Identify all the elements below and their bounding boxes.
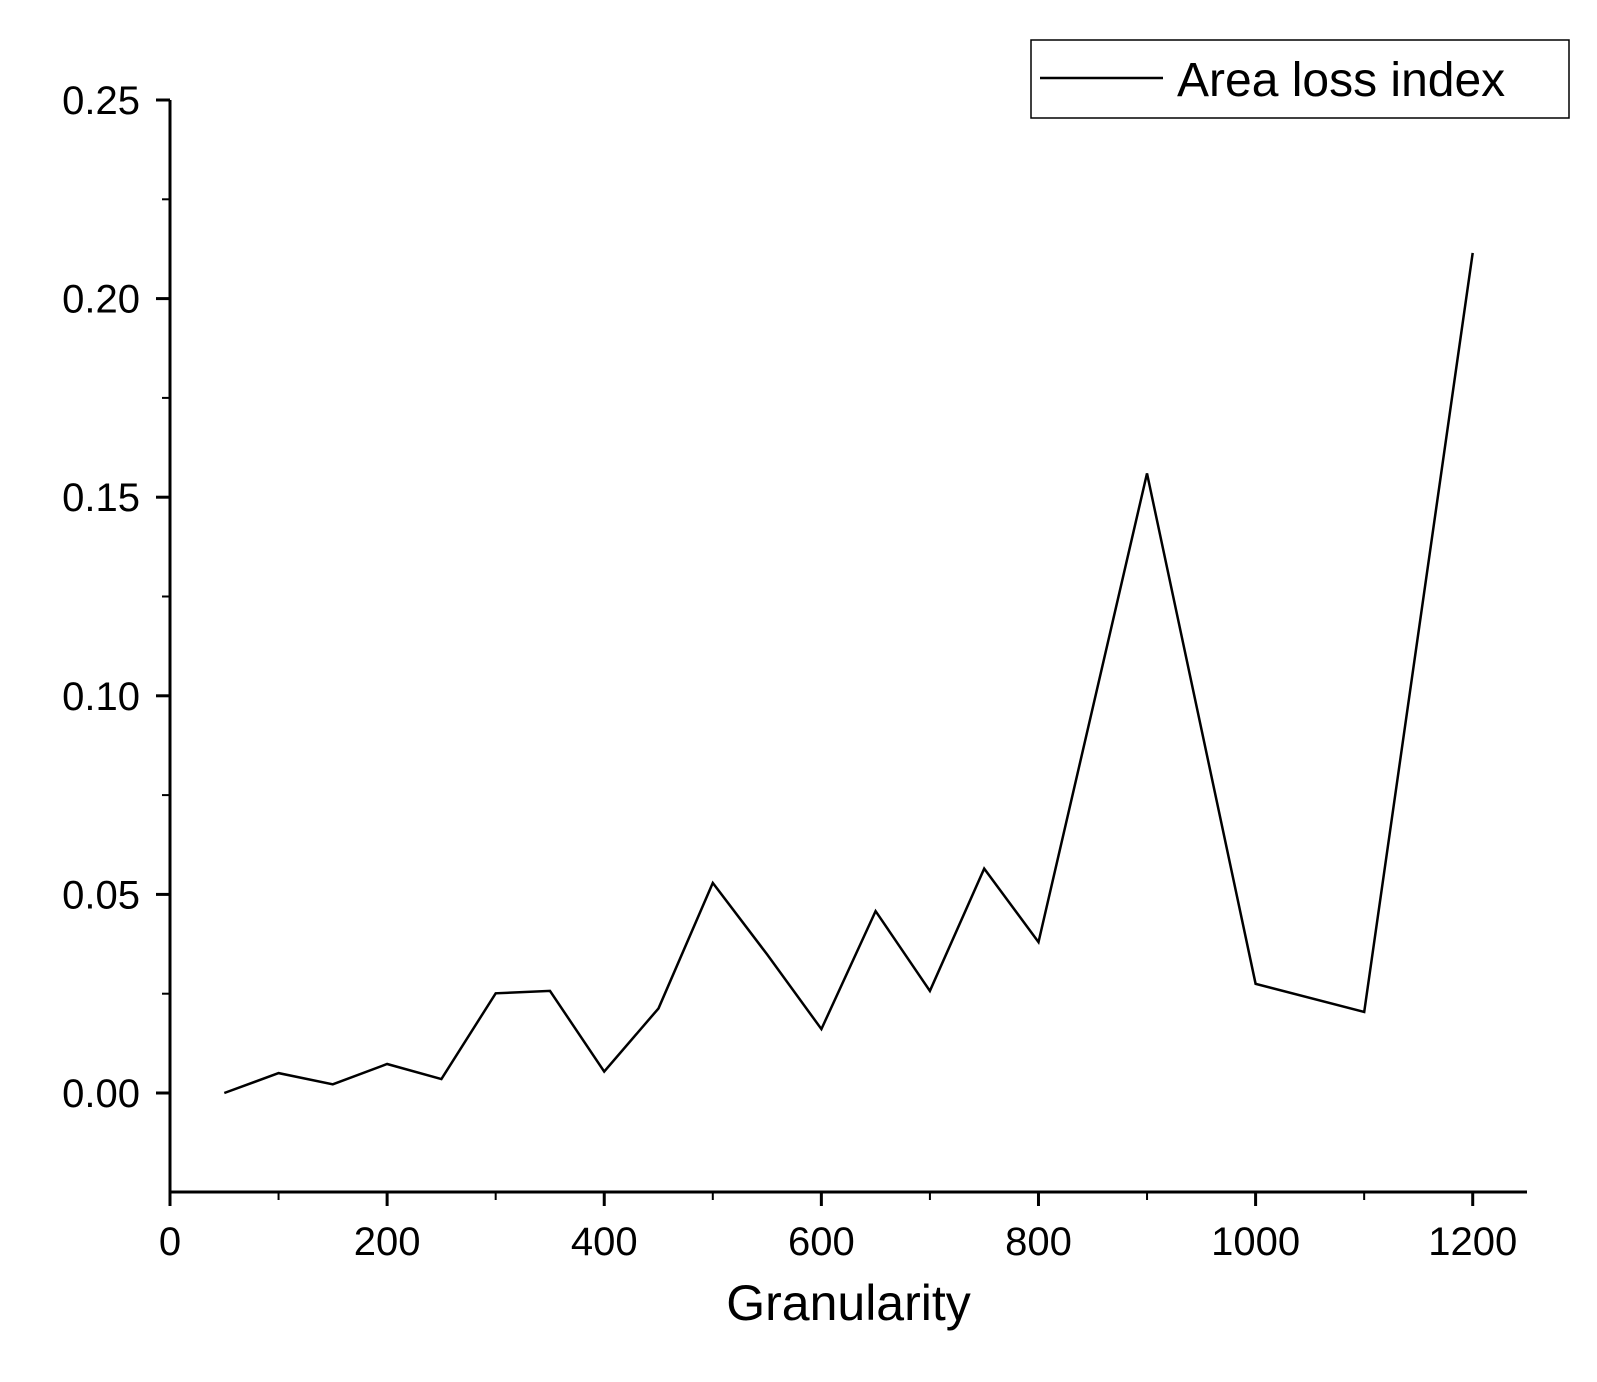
y-tick-label: 0.15 [62, 476, 140, 520]
y-tick-label: 0.25 [62, 79, 140, 123]
x-axis-title: Granularity [726, 1275, 971, 1331]
x-tick-label: 1200 [1428, 1220, 1517, 1264]
x-tick-label: 0 [159, 1220, 181, 1264]
y-tick-label: 0.10 [62, 675, 140, 719]
series-line [223, 252, 1474, 1095]
x-tick-label: 200 [354, 1220, 421, 1264]
series-layer [223, 252, 1474, 1095]
y-tick-label: 0.05 [62, 873, 140, 917]
y-axis-ticks: 0.00 0.05 0.10 0.15 0.20 0.25 [62, 79, 170, 1116]
y-tick-label: 0.20 [62, 278, 140, 322]
x-tick-label: 1000 [1211, 1220, 1300, 1264]
y-tick-label: 0.00 [62, 1072, 140, 1116]
x-tick-label: 600 [788, 1220, 855, 1264]
x-axis-ticks: 0 200 400 600 800 1000 1200 [159, 1192, 1517, 1264]
x-tick-label: 400 [571, 1220, 638, 1264]
x-tick-label: 800 [1005, 1220, 1072, 1264]
legend: Area loss index [1030, 39, 1570, 119]
axes [168, 100, 1527, 1194]
legend-label: Area loss index [1177, 54, 1505, 107]
